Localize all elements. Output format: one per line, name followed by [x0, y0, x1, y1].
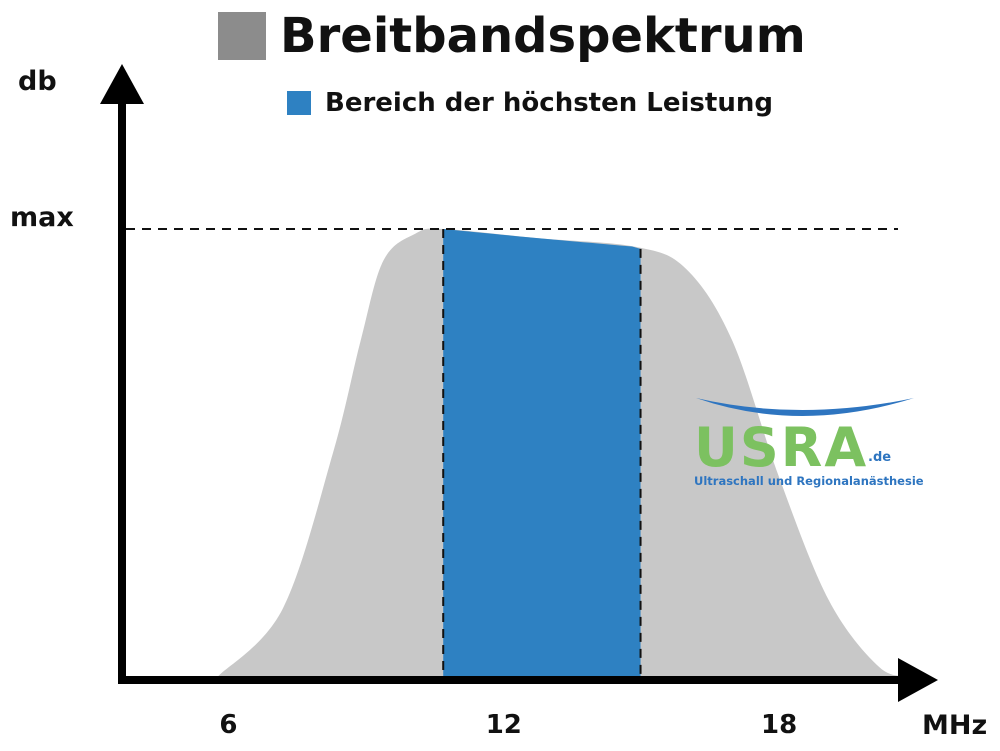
spectrum-legend-label: Breitbandspektrum: [280, 8, 806, 64]
usra-logo: USRA .de Ultraschall und Regionalanästhe…: [690, 392, 924, 492]
x-unit-label: MHz: [922, 710, 988, 741]
peak-power-band: [443, 229, 641, 676]
logo-wave-icon: [696, 398, 914, 416]
spectrum-legend-swatch: [218, 12, 266, 60]
y-axis-label: db: [18, 66, 57, 97]
x-tick-label: 6: [219, 710, 238, 740]
spectrum-legend: Breitbandspektrum: [218, 8, 806, 64]
x-tick-label: 18: [761, 710, 798, 740]
y-max-label: max: [10, 202, 74, 233]
x-tick-label: 12: [485, 710, 522, 740]
logo-tagline: Ultraschall und Regionalanästhesie: [694, 474, 924, 488]
band-legend-swatch: [287, 91, 311, 115]
logo-brand-text: USRA: [694, 416, 869, 479]
band-legend: Bereich der höchsten Leistung: [287, 88, 773, 118]
logo-domain-text: .de: [868, 450, 892, 465]
y-axis-arrowhead: [100, 64, 144, 104]
band-legend-label: Bereich der höchsten Leistung: [325, 88, 773, 118]
x-axis-arrowhead: [898, 658, 938, 702]
